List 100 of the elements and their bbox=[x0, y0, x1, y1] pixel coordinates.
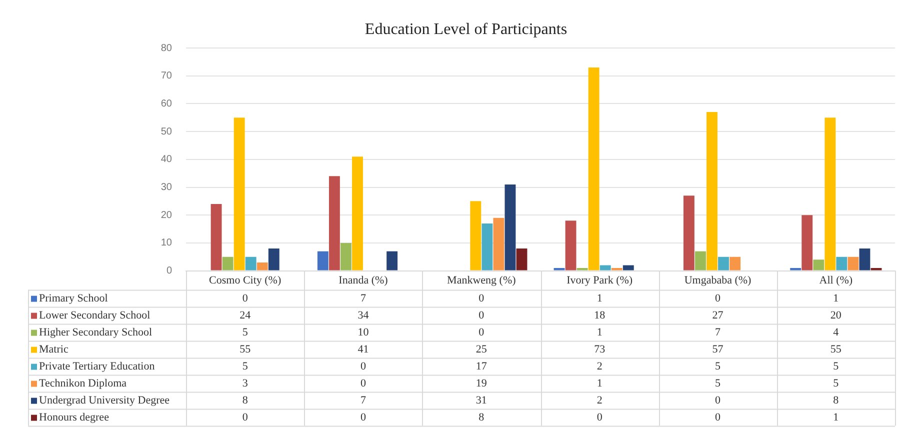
legend-label: Private Tertiary Education bbox=[39, 360, 156, 373]
bar bbox=[256, 262, 268, 270]
bar bbox=[317, 251, 328, 270]
data-label: 2 bbox=[596, 394, 602, 407]
bar bbox=[813, 260, 824, 270]
bar bbox=[340, 242, 352, 270]
data-label: 20 bbox=[830, 310, 842, 322]
data-label: 1 bbox=[596, 326, 602, 339]
bar bbox=[802, 215, 813, 270]
bar bbox=[493, 218, 504, 270]
data-label: 7 bbox=[360, 394, 366, 407]
data-label: 7 bbox=[360, 292, 366, 305]
data-label: 57 bbox=[712, 344, 724, 356]
x-tick-label: Inanda (%) bbox=[338, 274, 388, 286]
data-label: 4 bbox=[833, 326, 840, 339]
bar bbox=[622, 265, 634, 270]
data-label: 1 bbox=[833, 412, 839, 424]
bar bbox=[504, 184, 516, 270]
bar bbox=[222, 256, 234, 270]
data-label: 5 bbox=[833, 360, 840, 373]
x-tick-label: Umgababa (%) bbox=[684, 274, 752, 286]
data-label: 19 bbox=[476, 378, 488, 390]
x-tick-label: Ivory Park (%) bbox=[566, 274, 633, 286]
bar bbox=[482, 223, 493, 270]
data-label: 41 bbox=[358, 344, 369, 356]
bar bbox=[588, 67, 600, 270]
bar bbox=[516, 248, 528, 270]
data-label: 1 bbox=[596, 292, 602, 305]
data-label: 7 bbox=[715, 326, 721, 339]
data-label: 5 bbox=[242, 326, 248, 339]
data-label: 0 bbox=[715, 292, 721, 305]
legend-label: Undergrad University Degree bbox=[39, 394, 170, 407]
data-label: 5 bbox=[833, 378, 840, 390]
bar bbox=[245, 256, 256, 270]
bar bbox=[706, 112, 718, 270]
data-label: 5 bbox=[715, 360, 721, 373]
bar bbox=[859, 248, 870, 270]
data-label: 27 bbox=[712, 310, 724, 322]
data-label: 18 bbox=[594, 310, 606, 322]
y-tick-label: 40 bbox=[160, 154, 172, 166]
y-tick-label: 0 bbox=[166, 266, 172, 277]
y-tick-label: 20 bbox=[160, 210, 172, 221]
data-label: 0 bbox=[596, 412, 603, 424]
legend-label: Technikon Diploma bbox=[39, 378, 127, 390]
bar bbox=[210, 204, 222, 270]
chart-title: Education Level of Participants bbox=[364, 21, 568, 38]
legend-label: Higher Secondary School bbox=[39, 326, 152, 339]
bar bbox=[565, 220, 576, 270]
legend-label: Honours degree bbox=[39, 412, 110, 424]
data-label: 55 bbox=[240, 344, 252, 356]
bar bbox=[836, 256, 848, 270]
x-tick-label: Mankweng (%) bbox=[447, 274, 516, 286]
data-label: 17 bbox=[476, 360, 488, 373]
data-label: 24 bbox=[240, 310, 252, 322]
data-label: 0 bbox=[478, 326, 485, 339]
bar bbox=[600, 265, 611, 270]
data-label: 3 bbox=[242, 378, 248, 390]
bar bbox=[848, 256, 859, 270]
y-tick-label: 70 bbox=[160, 70, 172, 82]
bar bbox=[824, 118, 836, 270]
data-label: 1 bbox=[833, 292, 839, 305]
data-label: 5 bbox=[715, 378, 721, 390]
data-label: 8 bbox=[478, 412, 485, 424]
data-label: 1 bbox=[596, 378, 602, 390]
data-label: 0 bbox=[715, 394, 721, 407]
y-tick-label: 50 bbox=[160, 126, 172, 138]
data-label: 8 bbox=[242, 394, 248, 407]
data-label: 31 bbox=[476, 394, 487, 407]
bar bbox=[730, 256, 741, 270]
data-label: 73 bbox=[594, 344, 606, 356]
bar bbox=[328, 176, 340, 270]
data-label: 0 bbox=[242, 412, 248, 424]
data-label: 0 bbox=[242, 292, 248, 305]
data-label: 0 bbox=[360, 378, 366, 390]
bar bbox=[718, 256, 729, 270]
y-tick-label: 10 bbox=[160, 238, 172, 249]
data-label: 0 bbox=[478, 292, 485, 305]
bar bbox=[386, 251, 398, 270]
x-tick-label: All (%) bbox=[819, 274, 853, 286]
data-label: 0 bbox=[478, 310, 485, 322]
data-label: 0 bbox=[360, 412, 366, 424]
y-tick-label: 30 bbox=[160, 182, 172, 193]
bar bbox=[683, 196, 694, 270]
bar bbox=[268, 248, 280, 270]
y-tick-label: 80 bbox=[160, 42, 172, 54]
bar bbox=[234, 118, 245, 270]
data-label: 5 bbox=[242, 360, 248, 373]
legend-label: Primary School bbox=[39, 292, 108, 305]
legend-label: Lower Secondary School bbox=[39, 310, 150, 322]
data-label: 2 bbox=[596, 360, 602, 373]
bar bbox=[470, 201, 482, 270]
bar bbox=[694, 251, 706, 270]
data-label: 0 bbox=[715, 412, 721, 424]
y-tick-label: 60 bbox=[160, 98, 172, 110]
data-label: 8 bbox=[833, 394, 840, 407]
data-label: 25 bbox=[476, 344, 488, 356]
data-label: 0 bbox=[360, 360, 366, 373]
x-tick-label: Cosmo City (%) bbox=[209, 274, 282, 286]
data-label: 55 bbox=[830, 344, 842, 356]
data-label: 34 bbox=[358, 310, 370, 322]
